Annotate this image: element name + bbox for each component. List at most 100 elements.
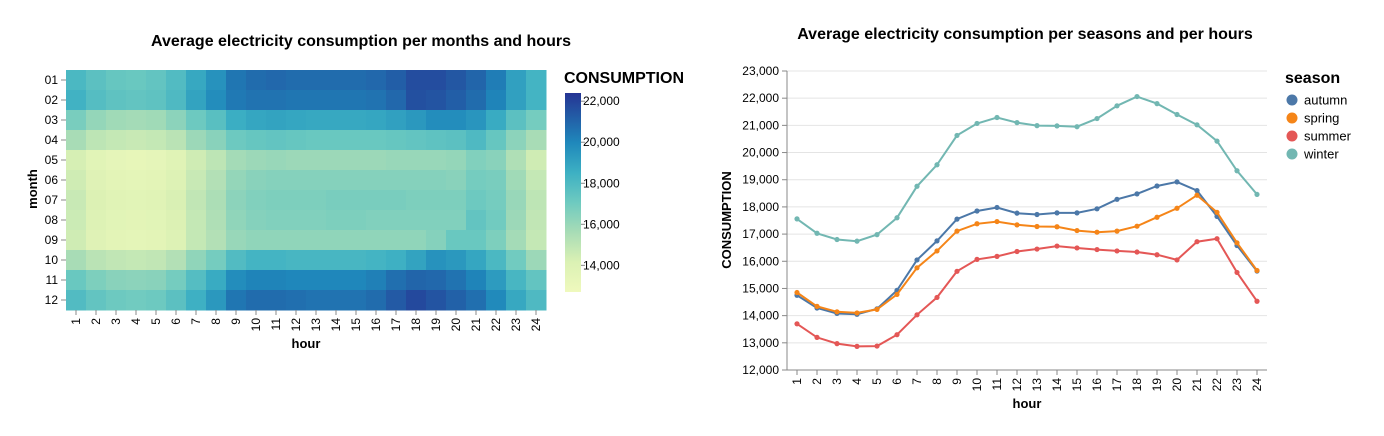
heatmap-x-tick-label: 24 [529, 318, 543, 332]
heatmap-x-tick-label: 17 [389, 318, 403, 332]
heatmap-cell [446, 190, 467, 211]
heatmap-cell [246, 130, 267, 151]
series-line-summer [796, 237, 1258, 348]
color-legend-title: CONSUMPTION [564, 70, 684, 87]
heatmap-cell [466, 150, 487, 171]
heatmap-cell [286, 230, 307, 251]
legend-swatch-winter [1286, 148, 1298, 160]
heatmap-cell [366, 270, 387, 291]
heatmap-cell [406, 250, 427, 271]
series-point-autumn [1054, 210, 1060, 216]
heatmap-cell [246, 210, 267, 231]
heatmap-cell [486, 130, 507, 151]
heatmap-cell [226, 190, 247, 211]
heatmap-cell [326, 270, 347, 291]
heatmap-cell [346, 90, 367, 111]
series-point-autumn [1134, 191, 1140, 197]
series-point-winter [1214, 138, 1220, 144]
heatmap-cell [306, 170, 327, 191]
heatmap-x-ticks: 1 2 3 4 5 6 7 8 9 10 11 12 13 14 15 16 17 18 19 20 21 22 23 24 [69, 310, 543, 331]
legend-label-autumn: autumn [1304, 93, 1347, 108]
heatmap-y-tick-label: 12 [45, 293, 59, 307]
heatmap-cell [166, 170, 187, 191]
heatmap-cell [166, 90, 187, 111]
heatmap-cell [126, 250, 147, 271]
heatmap-cell [326, 90, 347, 111]
heatmap-cell [146, 110, 167, 131]
heatmap-cell [86, 210, 107, 231]
color-legend-ticks: 22,000 20,000 18,000 16,000 14,000 [581, 94, 620, 272]
series-point-autumn [1154, 183, 1160, 189]
heatmap-cell [346, 70, 367, 91]
line-chart-x-tick-label: 21 [1190, 378, 1204, 392]
heatmap-y-tick-label: 09 [45, 233, 59, 247]
heatmap-cell [366, 110, 387, 131]
heatmap-cell [126, 270, 147, 291]
heatmap-cell [306, 150, 327, 171]
heatmap-cell [366, 230, 387, 251]
line-chart-x-tick-label: 15 [1070, 378, 1084, 392]
heatmap-cell [526, 90, 547, 111]
line-chart-y-tick-label: 20,000 [742, 146, 779, 160]
heatmap-cell [466, 270, 487, 291]
series-point-autumn [914, 257, 920, 263]
line-chart-x-tick-label: 11 [990, 378, 1004, 391]
heatmap-cell [466, 70, 487, 91]
line-chart-x-tick-label: 3 [830, 378, 844, 385]
series-point-winter [894, 215, 900, 221]
heatmap-cell [486, 90, 507, 111]
heatmap-cell [386, 210, 407, 231]
heatmap-cell [206, 90, 227, 111]
heatmap-cell [306, 270, 327, 291]
heatmap-cell [326, 290, 347, 311]
heatmap-cell [206, 130, 227, 151]
series-point-winter [814, 230, 820, 236]
heatmap-cell [206, 270, 227, 291]
heatmap-x-tick-label: 23 [509, 318, 523, 332]
heatmap-x-tick-label: 19 [429, 318, 443, 332]
series-point-summer [954, 268, 960, 274]
line-chart-y-tick-label: 18,000 [742, 200, 779, 214]
series-point-autumn [994, 204, 1000, 211]
heatmap-cell [86, 130, 107, 151]
legend-label-summer: summer [1304, 129, 1352, 144]
series-point-winter [1074, 124, 1080, 130]
line-chart-x-tick-label: 22 [1210, 378, 1224, 392]
heatmap-cell [226, 130, 247, 151]
heatmap-cell [326, 70, 347, 91]
line-chart-x-tick-label: 10 [970, 378, 984, 392]
heatmap-cell [466, 210, 487, 231]
heatmap-cell [366, 170, 387, 191]
series-point-autumn [974, 208, 980, 214]
heatmap-cell [106, 130, 127, 151]
heatmap-cell [66, 130, 87, 151]
series-point-spring [1194, 192, 1200, 198]
heatmap-x-tick-label: 14 [329, 318, 343, 332]
series-point-winter [854, 238, 860, 244]
legend-swatch-autumn [1286, 94, 1298, 106]
series-point-spring [954, 228, 960, 234]
heatmap-cell [406, 130, 427, 151]
series-point-spring [1134, 223, 1140, 229]
line-chart-x-tick-label: 14 [1050, 378, 1064, 392]
heatmap-cell [386, 250, 407, 271]
heatmap-x-tick-label: 2 [89, 318, 103, 325]
heatmap-cell [486, 250, 507, 271]
heatmap-cell [526, 110, 547, 131]
heatmap-cell [326, 190, 347, 211]
series-point-spring [1034, 223, 1040, 230]
color-legend-tick-label: 18,000 [583, 176, 620, 190]
heatmap-cell [126, 210, 147, 231]
heatmap-cell [386, 270, 407, 291]
heatmap-cell [386, 170, 407, 191]
heatmap-x-tick-label: 16 [369, 318, 383, 332]
series-point-spring [854, 310, 860, 316]
heatmap-cell [66, 270, 87, 291]
line-chart-x-tick-label: 24 [1250, 378, 1264, 392]
heatmap-cell [446, 150, 467, 171]
series-point-spring [1254, 267, 1260, 274]
heatmap-cell [526, 70, 547, 91]
heatmap-cell [286, 270, 307, 291]
series-point-spring [1094, 229, 1100, 235]
